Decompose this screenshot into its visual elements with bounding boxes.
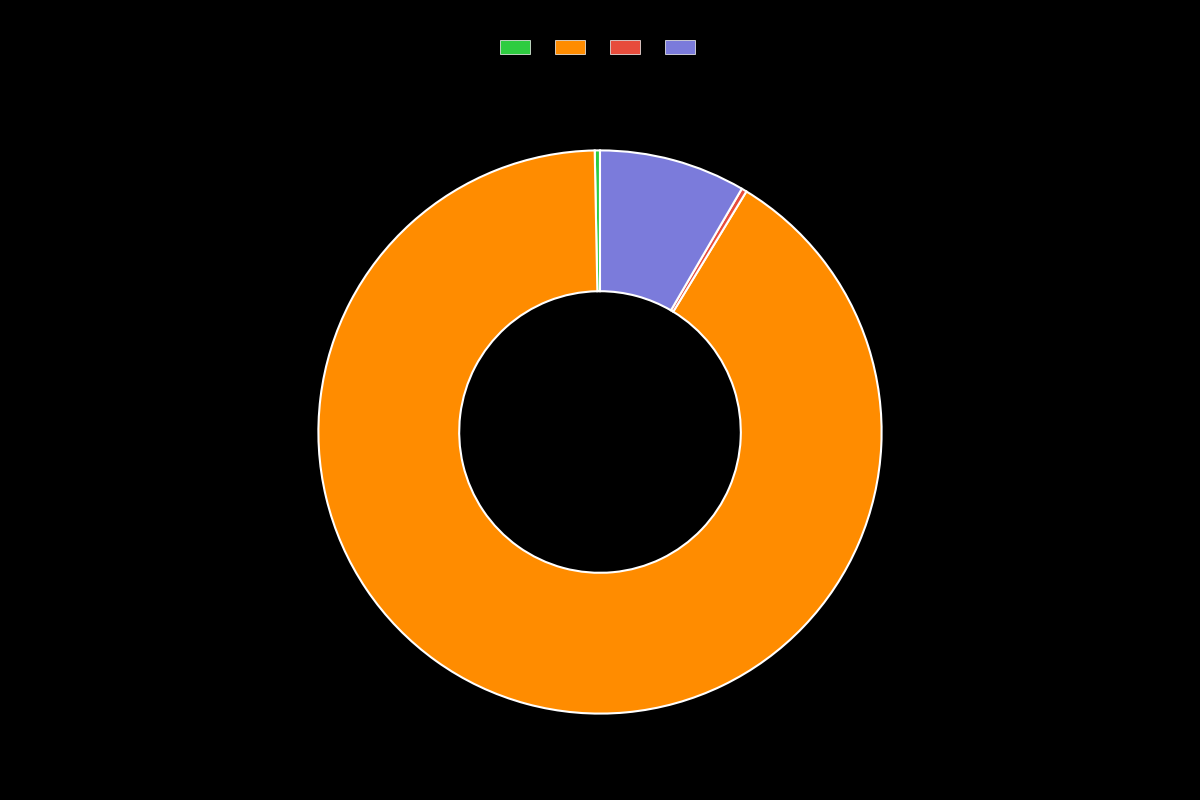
Wedge shape (318, 150, 882, 714)
Wedge shape (600, 150, 742, 310)
Wedge shape (595, 150, 600, 291)
Wedge shape (671, 189, 746, 312)
Legend: , , , : , , , (493, 32, 707, 63)
